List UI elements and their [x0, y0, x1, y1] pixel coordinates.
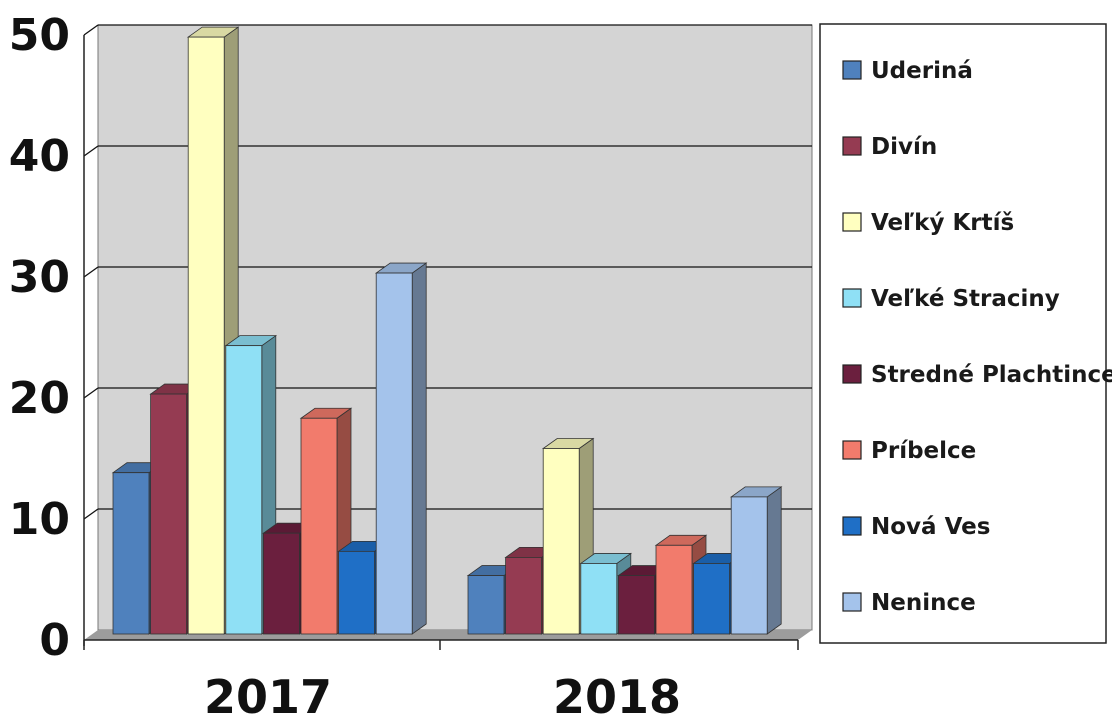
y-tick-label: 30 [9, 252, 70, 303]
bar-front [262, 532, 300, 635]
legend-swatch [842, 288, 862, 308]
legend-label: Príbelce [871, 438, 976, 464]
x-axis-ticks: 2017 2018 [204, 670, 681, 721]
y-tick-label: 10 [9, 494, 70, 545]
x-tick-label: 2018 [553, 670, 681, 721]
bar-front [150, 393, 188, 635]
legend-label: Stredné Plachtince [871, 362, 1112, 388]
gridline-side [83, 387, 99, 399]
legend-swatch [842, 136, 862, 156]
legend-swatch [842, 364, 862, 384]
legend-swatch [842, 212, 862, 232]
bar-front [730, 496, 768, 635]
legend-label: Veľké Straciny [871, 286, 1060, 312]
bars [111, 26, 783, 635]
legend-label: Nenince [871, 590, 976, 616]
y-tick-label: 40 [9, 131, 70, 182]
bar-front [580, 563, 618, 635]
bar-front [300, 417, 338, 635]
bar-side [411, 262, 427, 635]
legend-box [819, 23, 1107, 644]
bar-front [505, 557, 543, 635]
bar-front [187, 36, 225, 635]
bar-front [225, 345, 263, 635]
legend-swatch [842, 592, 862, 612]
bar-front [375, 272, 413, 635]
legend-swatch [842, 60, 862, 80]
y-axis-ticks: 0 10 20 30 40 50 [9, 10, 70, 666]
y-tick-label: 20 [9, 373, 70, 424]
x-tick-label: 2017 [204, 670, 332, 721]
y-tick-label: 0 [39, 615, 70, 666]
bar [541, 437, 595, 635]
legend-swatch [842, 516, 862, 536]
bar [729, 486, 783, 635]
legend-swatch [842, 440, 862, 460]
gridline-side [83, 24, 99, 36]
bar-front [693, 563, 730, 635]
axes [83, 35, 799, 650]
bar-side [766, 486, 782, 635]
legend-label: Nová Ves [871, 514, 990, 540]
y-tick-label: 50 [9, 10, 70, 61]
bar-front [112, 472, 150, 635]
bar-front [655, 544, 693, 635]
legend: Uderiná Divín Veľký Krtíš Veľké Straciny Str… [819, 23, 1112, 644]
bar-front [542, 448, 580, 635]
bar [374, 262, 428, 635]
bar-front [467, 575, 505, 635]
legend-label: Divín [871, 134, 937, 160]
legend-label: Veľký Krtíš [871, 210, 1014, 236]
gridline-side [83, 508, 99, 520]
bar-front [618, 575, 655, 635]
bar-front [338, 550, 376, 635]
legend-label: Uderiná [871, 58, 973, 84]
gridline-side [83, 266, 99, 278]
gridline-side [83, 145, 99, 157]
